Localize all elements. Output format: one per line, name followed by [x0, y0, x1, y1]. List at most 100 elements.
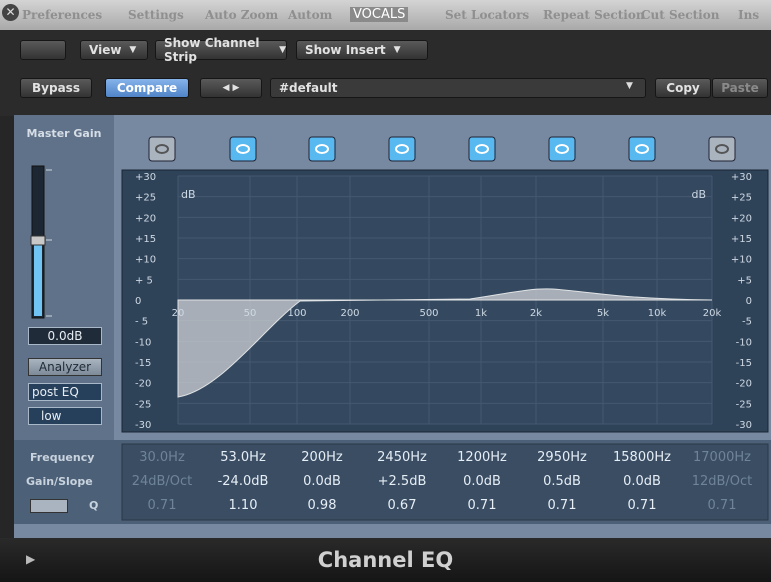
db-label: +25: [135, 193, 156, 204]
menu-item[interactable]: Autom: [288, 8, 332, 22]
analyzer-resolution[interactable]: low: [28, 407, 102, 425]
paste-button[interactable]: Paste: [712, 78, 768, 98]
band-button: [709, 137, 735, 161]
db-label: +5: [737, 275, 752, 286]
param-value[interactable]: 2950Hz: [522, 450, 602, 465]
dropdown-label: Show Insert: [305, 43, 386, 57]
freq-label: 500: [419, 308, 438, 319]
menu-item[interactable]: Cut Section: [641, 8, 719, 22]
unit-label: dB: [181, 188, 196, 201]
analyzer-button[interactable]: Analyzer: [28, 358, 102, 376]
param-label: Q: [89, 499, 98, 512]
fader-handle: [31, 236, 45, 245]
db-label: - 5: [135, 317, 148, 328]
db-label: -10: [135, 337, 151, 348]
db-label: 0: [746, 296, 752, 307]
menu-item[interactable]: Ins: [738, 8, 759, 22]
freq-label: 50: [244, 308, 257, 319]
db-label: + 5: [135, 275, 153, 286]
param-value[interactable]: 200Hz: [282, 450, 362, 465]
param-value[interactable]: 0.71: [602, 498, 682, 513]
band-button: [389, 137, 415, 161]
param-value[interactable]: 24dB/Oct: [122, 474, 202, 489]
db-label: +30: [135, 172, 156, 183]
copy-button[interactable]: Copy: [655, 78, 711, 98]
param-label: Gain/Slope: [26, 475, 93, 488]
param-value[interactable]: 0.71: [442, 498, 522, 513]
preset-arrow[interactable]: ▼: [626, 81, 633, 91]
db-label: 0: [135, 296, 141, 307]
freq-label: 100: [287, 308, 306, 319]
param-value[interactable]: 15800Hz: [602, 450, 682, 465]
freq-label: 2k: [530, 308, 542, 319]
band-button: [469, 137, 495, 161]
compare-button[interactable]: Compare: [105, 78, 189, 98]
db-label: -20: [736, 379, 752, 390]
db-label: -15: [135, 358, 151, 369]
menu-item[interactable]: Set Locators: [445, 8, 529, 22]
db-label: -20: [135, 379, 151, 390]
param-value[interactable]: 1.10: [203, 498, 283, 513]
param-value[interactable]: 53.0Hz: [203, 450, 283, 465]
db-label: -30: [736, 420, 752, 431]
link-button[interactable]: [20, 40, 66, 60]
param-value[interactable]: 1200Hz: [442, 450, 522, 465]
param-value[interactable]: 2450Hz: [362, 450, 442, 465]
fader-fill: [34, 244, 42, 316]
db-label: +25: [731, 193, 752, 204]
preset-field[interactable]: #default: [270, 78, 646, 98]
menu-item[interactable]: Settings: [128, 8, 184, 22]
master-gain-label: Master Gain: [24, 127, 104, 140]
analyzer-mode[interactable]: post EQ: [28, 383, 102, 401]
db-label: -5: [742, 317, 752, 328]
dropdown-label: View: [89, 43, 121, 57]
freq-label: 20k: [703, 308, 722, 319]
freq-label: 20: [172, 308, 185, 319]
param-label: Frequency: [30, 451, 94, 464]
menu-item[interactable]: Auto Zoom: [205, 8, 278, 22]
param-value[interactable]: 0.71: [522, 498, 602, 513]
footer-title: Channel EQ: [0, 548, 771, 572]
dropdown-arrow: ▼: [129, 45, 136, 55]
param-value[interactable]: 12dB/Oct: [682, 474, 762, 489]
param-value[interactable]: 0.71: [122, 498, 202, 513]
dropdown-label: Show Channel Strip: [164, 36, 271, 64]
prev-next-button[interactable]: ◀ ▶: [200, 78, 262, 98]
db-label: +10: [135, 255, 156, 266]
menu-item[interactable]: Preferences: [22, 8, 102, 22]
page: ✕ ▶ +30+30+25+25+20+20+15+15+10+10+ 5+50…: [0, 0, 771, 582]
param-value[interactable]: 0.0dB: [442, 474, 522, 489]
db-label: +15: [135, 234, 156, 245]
db-label: +15: [731, 234, 752, 245]
param-value[interactable]: 0.98: [282, 498, 362, 513]
param-value[interactable]: +2.5dB: [362, 474, 442, 489]
param-value[interactable]: -24.0dB: [203, 474, 283, 489]
dropdown-button[interactable]: Show Insert▼: [296, 40, 428, 60]
param-value[interactable]: 0.0dB: [602, 474, 682, 489]
param-value[interactable]: 30.0Hz: [122, 450, 202, 465]
window-title: VOCALS: [350, 7, 408, 22]
dropdown-button[interactable]: Show Channel Strip▼: [155, 40, 287, 60]
bypass-button[interactable]: Bypass: [20, 78, 92, 98]
param-value[interactable]: 0.0dB: [282, 474, 362, 489]
master-gain-value[interactable]: 0.0dB: [28, 327, 102, 345]
link-toggle[interactable]: [30, 499, 68, 513]
param-value[interactable]: 17000Hz: [682, 450, 762, 465]
db-label: -10: [736, 337, 752, 348]
band-button: [629, 137, 655, 161]
freq-label: 10k: [648, 308, 667, 319]
freq-label: 5k: [597, 308, 609, 319]
db-label: -25: [736, 399, 752, 410]
db-label: -30: [135, 420, 151, 431]
band-button: [549, 137, 575, 161]
param-value[interactable]: 0.67: [362, 498, 442, 513]
band-button: [149, 137, 175, 161]
db-label: +10: [731, 255, 752, 266]
db-label: +20: [731, 213, 752, 224]
param-value[interactable]: 0.5dB: [522, 474, 602, 489]
param-value[interactable]: 0.71: [682, 498, 762, 513]
band-button: [309, 137, 335, 161]
dropdown-button[interactable]: View ▼: [80, 40, 148, 60]
band-button: [230, 137, 256, 161]
menu-item[interactable]: Repeat Section: [543, 8, 645, 22]
